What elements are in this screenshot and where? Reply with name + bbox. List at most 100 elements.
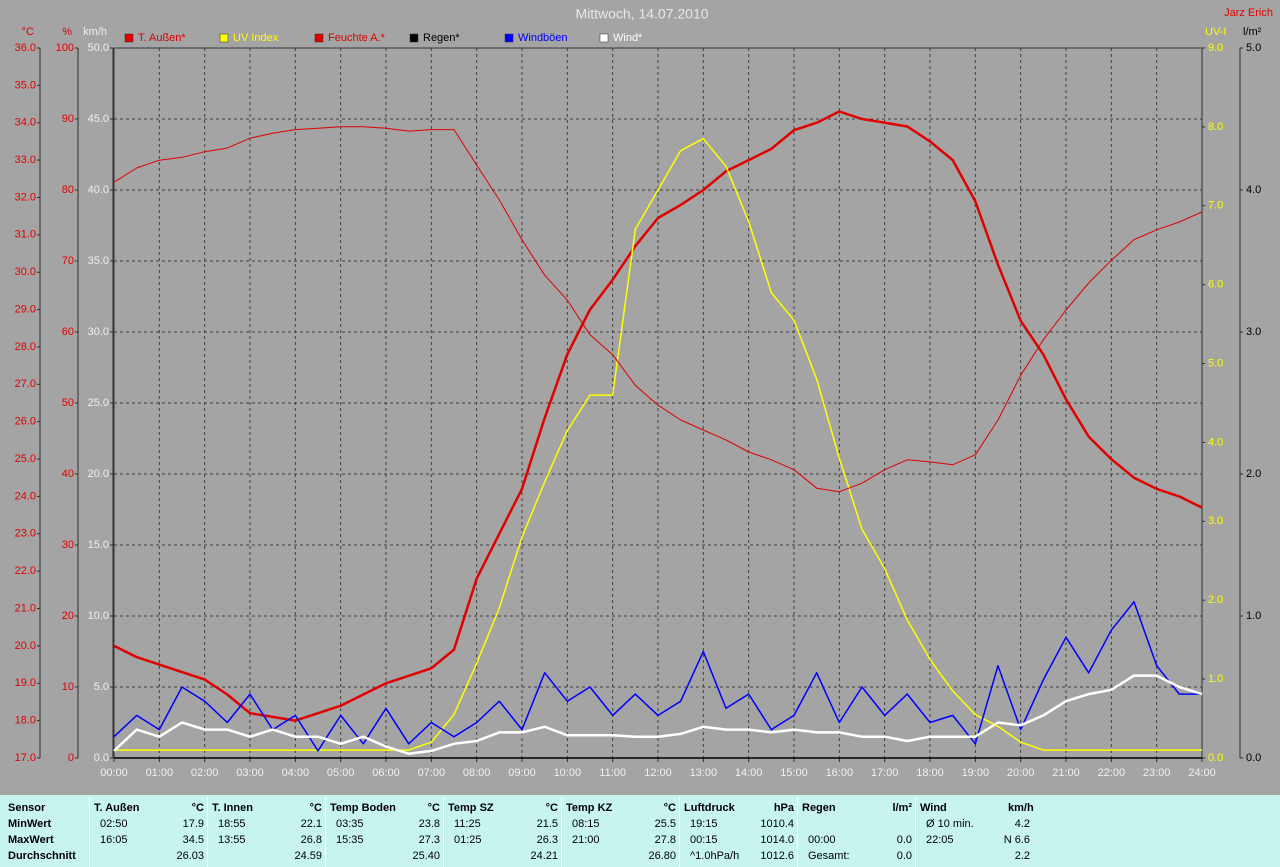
y-tick-label: 32.0	[15, 191, 36, 203]
cell-time: Gesamt:	[808, 850, 850, 862]
column-name: Luftdruck	[684, 802, 735, 814]
y-tick-label: 0.0	[1208, 752, 1223, 764]
y-tick-label: 70	[62, 255, 74, 267]
cell-value: 26.8	[300, 834, 322, 846]
x-tick-label: 24:00	[1188, 767, 1216, 779]
y-tick-label: 29.0	[15, 303, 36, 315]
y-tick-label: 60	[62, 326, 74, 338]
y-tick-label: 26.0	[15, 416, 36, 428]
cell-time: 02:50	[100, 818, 128, 830]
column-separator	[561, 797, 562, 867]
cell-value: 24.21	[530, 850, 558, 862]
legend-label: Regen*	[423, 32, 460, 44]
y-tick-label: 35.0	[15, 79, 36, 91]
axis-title: km/h	[83, 26, 107, 38]
y-tick-label: 2.0	[1246, 468, 1261, 480]
column-unit: hPa	[773, 802, 794, 814]
row-label: Sensor	[8, 802, 46, 814]
x-tick-label: 02:00	[191, 767, 219, 779]
y-tick-label: 31.0	[15, 229, 36, 241]
legend-swatch	[409, 33, 419, 43]
y-tick-label: 4.0	[1208, 436, 1223, 448]
column-unit: °C	[663, 802, 676, 814]
y-tick-label: 27.0	[15, 378, 36, 390]
y-tick-label: 3.0	[1208, 515, 1223, 527]
y-tick-label: 50.0	[88, 42, 109, 54]
cell-value: 27.8	[654, 834, 676, 846]
cell-time: 01:25	[454, 834, 482, 846]
y-tick-label: 5.0	[1246, 42, 1261, 54]
column-separator	[679, 797, 680, 867]
x-tick-label: 03:00	[236, 767, 264, 779]
legend-swatch	[504, 33, 514, 43]
x-tick-label: 12:00	[644, 767, 672, 779]
cell-value: 4.2	[1014, 818, 1030, 830]
y-tick-label: 80	[62, 184, 74, 196]
column-unit: °C	[309, 802, 322, 814]
column-name: Regen	[802, 802, 836, 814]
cell-value: 1014.0	[760, 834, 794, 846]
column-name: Temp Boden	[330, 802, 396, 814]
y-tick-label: 15.0	[88, 539, 109, 551]
y-tick-label: 21.0	[15, 602, 36, 614]
cell-value: 0.0	[896, 834, 912, 846]
y-tick-label: 10.0	[88, 610, 109, 622]
y-tick-label: 24.0	[15, 490, 36, 502]
y-tick-label: 28.0	[15, 341, 36, 353]
cell-time: 03:35	[336, 818, 364, 830]
row-label: MaxWert	[8, 834, 54, 846]
y-tick-label: 7.0	[1208, 200, 1223, 212]
x-tick-label: 20:00	[1007, 767, 1035, 779]
column-separator	[915, 797, 916, 867]
series-line	[113, 126, 1203, 493]
cell-value: 27.3	[418, 834, 440, 846]
y-tick-label: 25.0	[88, 397, 109, 409]
x-tick-label: 13:00	[690, 767, 718, 779]
cell-time: Ø 10 min.	[926, 818, 974, 830]
series-line	[113, 110, 1203, 722]
cell-time: 18:55	[218, 818, 246, 830]
y-tick-label: 30.0	[15, 266, 36, 278]
legend-swatch	[314, 33, 324, 43]
y-tick-label: 10	[62, 681, 74, 693]
y-tick-label: 25.0	[15, 453, 36, 465]
cell-time: 21:00	[572, 834, 600, 846]
column-unit: l/m²	[892, 802, 912, 814]
y-tick-label: 30	[62, 539, 74, 551]
cell-time: 15:35	[336, 834, 364, 846]
y-tick-label: 0.0	[1246, 752, 1261, 764]
x-tick-label: 19:00	[962, 767, 990, 779]
cell-value: 34.5	[182, 834, 204, 846]
cell-time: 11:25	[454, 818, 481, 830]
column-name: Temp KZ	[566, 802, 613, 814]
column-unit: °C	[191, 802, 204, 814]
column-unit: °C	[545, 802, 558, 814]
cell-value: 23.8	[418, 818, 440, 830]
cell-value: 26.80	[648, 850, 676, 862]
x-tick-label: 16:00	[826, 767, 854, 779]
axis-title: °C	[22, 26, 34, 38]
y-tick-label: 34.0	[15, 117, 36, 129]
chart: Mittwoch, 14.07.2010 Jarz Erich 00:00 01:…	[15, 6, 1273, 779]
y-tick-label: 20	[62, 610, 74, 622]
x-tick-label: 06:00	[372, 767, 400, 779]
axis-title: l/m²	[1243, 26, 1262, 38]
y-tick-label: 90	[62, 113, 74, 125]
y-tick-label: 23.0	[15, 528, 36, 540]
x-tick-label: 07:00	[418, 767, 446, 779]
y-tick-label: 8.0	[1208, 121, 1223, 133]
legend-label: Windböen	[518, 32, 568, 44]
x-tick-label: 14:00	[735, 767, 763, 779]
y-tick-label: 30.0	[88, 326, 109, 338]
y-tick-label: 1.0	[1208, 673, 1223, 685]
x-tick-label: 04:00	[282, 767, 310, 779]
x-tick-label: 18:00	[916, 767, 944, 779]
cell-time: 13:55	[218, 834, 246, 846]
legend-label: UV Index	[233, 32, 279, 44]
y-tick-label: 19.0	[15, 677, 36, 689]
cell-value: 1010.4	[760, 818, 794, 830]
cell-time: ^1.0hPa/h	[690, 850, 740, 862]
y-tick-label: 40.0	[88, 184, 109, 196]
y-tick-label: 20.0	[15, 640, 36, 652]
